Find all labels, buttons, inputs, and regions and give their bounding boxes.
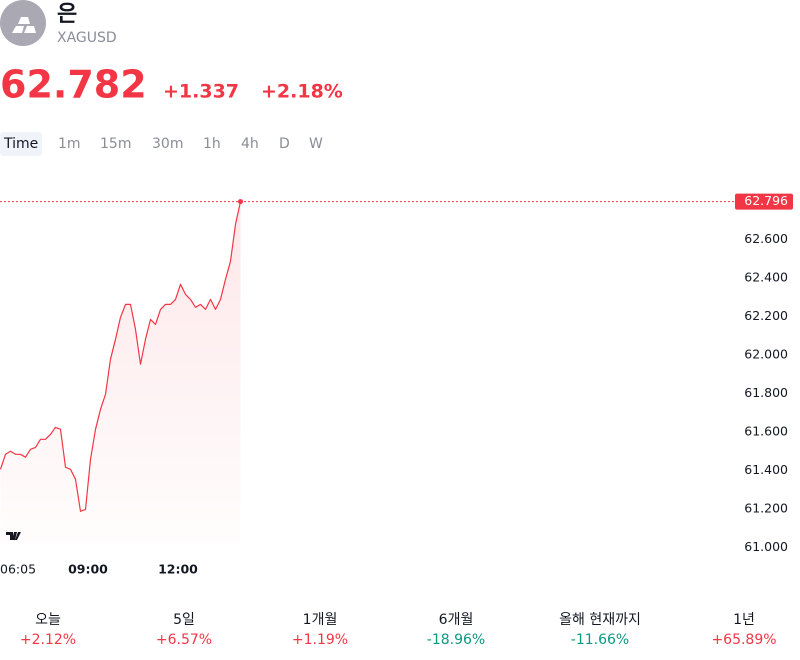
interval-tab[interactable]: Time bbox=[3, 136, 38, 152]
y-tick-label: 62.600 bbox=[744, 231, 788, 246]
y-tick-label: 62.400 bbox=[744, 269, 788, 284]
y-tick-label: 61.600 bbox=[744, 423, 788, 438]
perf-value[interactable]: +2.12% bbox=[20, 632, 76, 648]
price-change-pct: +2.18% bbox=[261, 81, 343, 103]
interval-tab[interactable]: 4h bbox=[241, 136, 259, 152]
symbol-name: 은 bbox=[57, 2, 77, 27]
perf-period[interactable]: 5일 bbox=[173, 612, 195, 628]
active-interval-bg bbox=[0, 132, 42, 156]
perf-period[interactable]: 6개월 bbox=[439, 612, 474, 628]
price-line bbox=[0, 201, 242, 512]
perf-period[interactable]: 1년 bbox=[733, 612, 755, 628]
symbol-ticker: XAGUSD bbox=[57, 30, 117, 46]
perf-period[interactable]: 오늘 bbox=[35, 612, 61, 628]
perf-value[interactable]: +1.19% bbox=[292, 632, 348, 648]
y-tick-label: 61.200 bbox=[744, 500, 788, 515]
perf-value[interactable]: -18.96% bbox=[427, 632, 485, 648]
interval-tab[interactable]: W bbox=[309, 136, 323, 152]
interval-tab[interactable]: 1m bbox=[58, 136, 81, 152]
interval-tab[interactable]: 1h bbox=[203, 136, 221, 152]
perf-period[interactable]: 올해 현재까지 bbox=[559, 612, 641, 628]
x-tick-label: 12:00 bbox=[158, 562, 198, 577]
x-tick-label: 06:05 bbox=[0, 562, 36, 577]
perf-period[interactable]: 1개월 bbox=[303, 612, 338, 628]
interval-tab[interactable]: D bbox=[279, 136, 290, 152]
interval-tab[interactable]: 30m bbox=[152, 136, 183, 152]
perf-value[interactable]: +65.89% bbox=[711, 632, 776, 648]
perf-value[interactable]: +6.57% bbox=[156, 632, 212, 648]
y-tick-label: 61.400 bbox=[744, 462, 788, 477]
interval-tab[interactable]: 15m bbox=[100, 136, 131, 152]
y-tick-label: 61.000 bbox=[744, 539, 788, 554]
icon-bars bbox=[12, 17, 36, 33]
last-price-label: 62.796 bbox=[744, 193, 788, 208]
x-tick-label: 09:00 bbox=[68, 562, 108, 577]
last-point bbox=[238, 199, 243, 205]
price-change: +1.337 bbox=[163, 81, 239, 103]
price: 62.782 bbox=[0, 63, 147, 107]
perf-value[interactable]: -11.66% bbox=[571, 632, 629, 648]
y-tick-label: 61.800 bbox=[744, 385, 788, 400]
y-tick-label: 62.200 bbox=[744, 308, 788, 323]
y-tick-label: 62.000 bbox=[744, 346, 788, 361]
last-price-tag bbox=[735, 193, 793, 210]
area-fill bbox=[0, 201, 241, 545]
